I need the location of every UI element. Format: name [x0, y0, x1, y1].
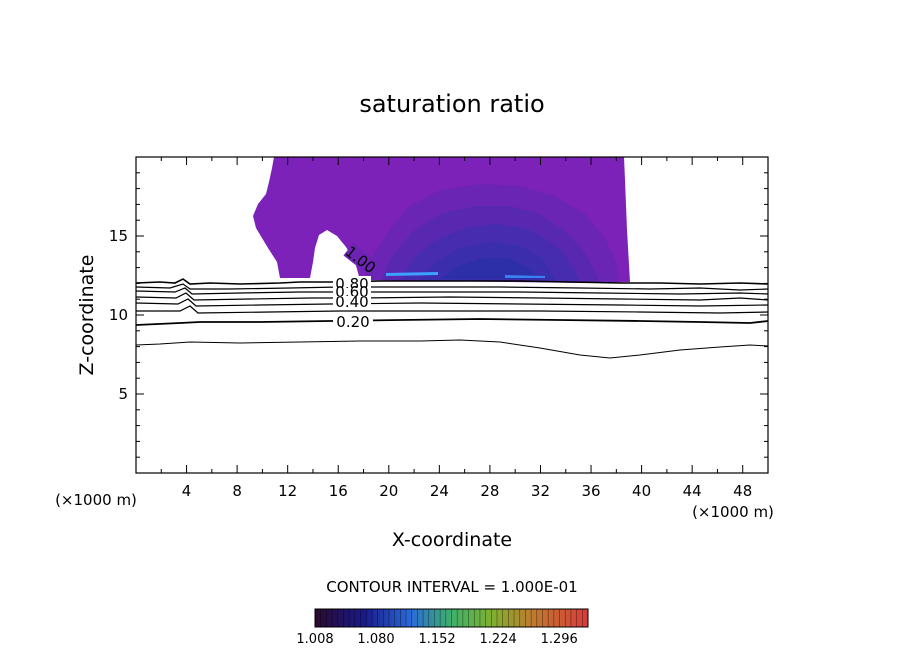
x-tick-label: 8 — [232, 482, 242, 500]
x-tick-label: 24 — [430, 482, 449, 500]
contour-line-7 — [136, 318, 768, 326]
contour-interval-text: CONTOUR INTERVAL = 1.000E-01 — [326, 578, 577, 596]
x-tick-label: 48 — [733, 482, 752, 500]
x-tick-label: 28 — [480, 482, 499, 500]
contour-line-8 — [136, 339, 768, 359]
contour-fill-group — [253, 157, 630, 283]
colorbar-tick-label: 1.224 — [480, 632, 517, 647]
contour-label-5: 0.20 — [336, 313, 369, 331]
x-tick-label: 20 — [379, 482, 398, 500]
x-tick-label: 12 — [278, 482, 297, 500]
z-tick-label: 10 — [109, 306, 128, 324]
x-axis-unit-right: (×1000 m) — [692, 503, 774, 521]
contour-line-2 — [136, 283, 768, 291]
contour-label-4: 0.40 — [335, 293, 368, 311]
x-axis-unit-left: (×1000 m) — [55, 491, 137, 509]
x-axis: 4 8 12 16 20 24 28 32 36 40 44 48 — [160, 157, 769, 500]
colorbar-tick-label: 1.080 — [357, 632, 394, 647]
colorbar-tick-label: 1.152 — [418, 632, 455, 647]
z-tick-label: 5 — [118, 385, 128, 403]
colorbar-tick-label: 1.008 — [296, 632, 333, 647]
contour-fill-band-5 — [440, 258, 538, 279]
contour-line-5 — [136, 298, 768, 307]
z-axis: 5 10 15 — [109, 172, 768, 458]
z-tick-label: 15 — [109, 227, 128, 245]
colorbar-tick-label: 1.296 — [541, 632, 578, 647]
x-tick-label: 4 — [182, 482, 192, 500]
streak-2 — [505, 275, 545, 278]
contour-labels: 1.00 0.80 0.60 0.40 0.20 — [333, 242, 379, 331]
colorbar-ticks: 1.008 1.080 1.152 1.224 1.296 — [296, 609, 589, 647]
x-axis-label: X-coordinate — [392, 529, 512, 551]
x-tick-label: 44 — [683, 482, 702, 500]
contour-line-6 — [136, 305, 768, 314]
x-tick-label: 32 — [531, 482, 550, 500]
streak-1 — [386, 272, 438, 276]
x-tick-label: 36 — [581, 482, 600, 500]
chart-title: saturation ratio — [359, 90, 544, 118]
contour-lines — [136, 278, 768, 359]
x-tick-label: 40 — [632, 482, 651, 500]
z-axis-label: Z-coordinate — [76, 255, 98, 376]
x-tick-label: 16 — [329, 482, 348, 500]
